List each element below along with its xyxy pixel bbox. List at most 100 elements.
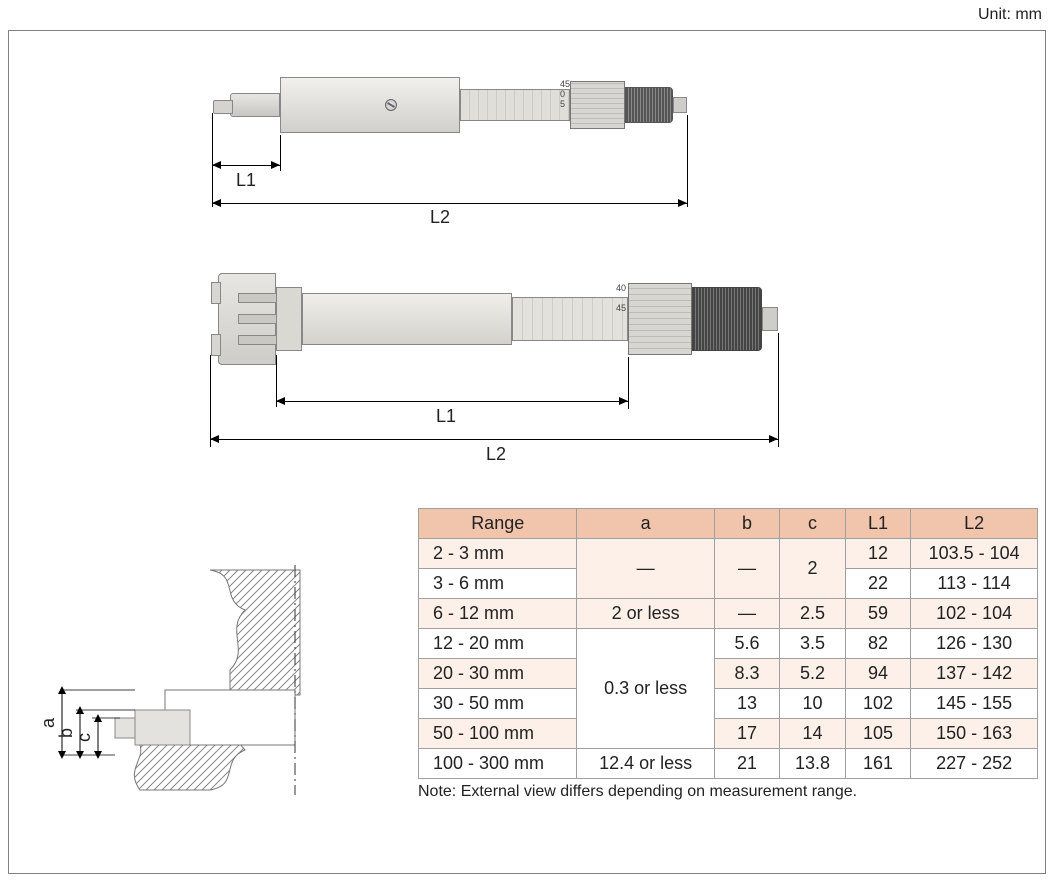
cell: 161 — [845, 749, 910, 779]
cell: 13.8 — [780, 749, 845, 779]
mark: 5 — [560, 99, 565, 109]
cell: 2 — [780, 539, 845, 599]
table-row: 20 - 30 mm 8.3 5.2 94 137 - 142 — [419, 659, 1038, 689]
cell: — — [714, 599, 779, 629]
lock-screw-icon — [385, 99, 397, 111]
cell: 22 — [845, 569, 910, 599]
col-b: b — [714, 509, 779, 539]
cell: 12.4 or less — [577, 749, 714, 779]
extension-line — [778, 333, 779, 447]
thimble — [628, 283, 692, 355]
cell: 6 - 12 mm — [419, 599, 577, 629]
ratchet — [625, 87, 673, 123]
cell: 100 - 300 mm — [419, 749, 577, 779]
col-c: c — [780, 509, 845, 539]
cell: 137 - 142 — [911, 659, 1038, 689]
col-a: a — [577, 509, 714, 539]
cell: 3.5 — [780, 629, 845, 659]
col-l2: L2 — [911, 509, 1038, 539]
dimension-line-l1 — [276, 401, 628, 402]
col-l1: L1 — [845, 509, 910, 539]
table-row: 2 - 3 mm — — 2 12 103.5 - 104 — [419, 539, 1038, 569]
body — [280, 77, 460, 133]
cell: 8.3 — [714, 659, 779, 689]
dimension-label-l2: L2 — [486, 444, 506, 465]
barrel — [512, 297, 628, 341]
table-row: 30 - 50 mm 13 10 102 145 - 155 — [419, 689, 1038, 719]
extension-line — [628, 357, 629, 409]
specifications-table: Range a b c L1 L2 2 - 3 mm — — 2 12 103.… — [418, 508, 1038, 779]
end-stub — [762, 307, 778, 331]
cell: 82 — [845, 629, 910, 659]
mark: 45 — [560, 79, 570, 89]
extension-line — [212, 113, 213, 207]
cell: 2.5 — [780, 599, 845, 629]
thimble-scale: 40 45 — [616, 283, 626, 313]
dim-c: c — [74, 733, 94, 742]
cell: 105 — [845, 719, 910, 749]
cell: 5.2 — [780, 659, 845, 689]
thimble-scale: 45 0 5 — [560, 79, 570, 109]
cell: 10 — [780, 689, 845, 719]
dim-a: a — [40, 717, 58, 728]
thimble — [570, 81, 625, 129]
table-row: 100 - 300 mm 12.4 or less 21 13.8 161 22… — [419, 749, 1038, 779]
cell: 94 — [845, 659, 910, 689]
diagram-large-micrometer: 40 45 L1 L2 — [218, 263, 788, 463]
specifications-table-wrap: Range a b c L1 L2 2 - 3 mm — — 2 12 103.… — [418, 508, 1038, 801]
cell: 0.3 or less — [577, 629, 714, 749]
micrometer-small: 45 0 5 — [230, 55, 730, 155]
cell: 150 - 163 — [911, 719, 1038, 749]
cell: 103.5 - 104 — [911, 539, 1038, 569]
table-row: 12 - 20 mm 0.3 or less 5.6 3.5 82 126 - … — [419, 629, 1038, 659]
dimension-label-l1: L1 — [236, 170, 256, 191]
cell: 59 — [845, 599, 910, 629]
cell: 21 — [714, 749, 779, 779]
cell: 50 - 100 mm — [419, 719, 577, 749]
unit-label: Unit: mm — [978, 6, 1042, 24]
mark: 0 — [560, 89, 565, 99]
cell: 102 — [845, 689, 910, 719]
dimension-label-l1: L1 — [436, 406, 456, 427]
cell: 12 — [845, 539, 910, 569]
cell: 14 — [780, 719, 845, 749]
cell: 17 — [714, 719, 779, 749]
cell: 102 - 104 — [911, 599, 1038, 629]
table-row: 50 - 100 mm 17 14 105 150 - 163 — [419, 719, 1038, 749]
extension-line — [210, 355, 211, 447]
step-collar — [276, 287, 302, 351]
cell: 2 or less — [577, 599, 714, 629]
extension-line — [687, 115, 688, 207]
cell: 113 - 114 — [911, 569, 1038, 599]
diagram-top-micrometer: 45 0 5 L1 L2 — [230, 55, 730, 210]
cell: 12 - 20 mm — [419, 629, 577, 659]
dim-b: b — [56, 728, 76, 738]
barrel — [460, 89, 570, 121]
extension-line — [280, 135, 281, 171]
dimension-line-l2 — [212, 203, 687, 204]
body — [302, 293, 512, 345]
dimension-line-l1 — [212, 165, 280, 166]
cell: — — [714, 539, 779, 599]
end-stub — [673, 97, 687, 113]
cell: 5.6 — [714, 629, 779, 659]
dimension-label-l2: L2 — [430, 207, 450, 228]
cell: 30 - 50 mm — [419, 689, 577, 719]
mark: 40 — [616, 283, 626, 293]
cell: 126 - 130 — [911, 629, 1038, 659]
dimension-line-l2 — [210, 439, 778, 440]
table-row: 6 - 12 mm 2 or less — 2.5 59 102 - 104 — [419, 599, 1038, 629]
ratchet — [692, 287, 762, 351]
diagram-cross-section: a b c — [40, 560, 390, 810]
col-range: Range — [419, 509, 577, 539]
cell: 3 - 6 mm — [419, 569, 577, 599]
cross-section-svg: a b c — [40, 560, 390, 810]
cell: 20 - 30 mm — [419, 659, 577, 689]
cell: — — [577, 539, 714, 599]
cell: 13 — [714, 689, 779, 719]
cell: 2 - 3 mm — [419, 539, 577, 569]
cell: 227 - 252 — [911, 749, 1038, 779]
table-header-row: Range a b c L1 L2 — [419, 509, 1038, 539]
table-note: Note: External view differs depending on… — [418, 783, 1038, 801]
mark: 45 — [616, 303, 626, 313]
